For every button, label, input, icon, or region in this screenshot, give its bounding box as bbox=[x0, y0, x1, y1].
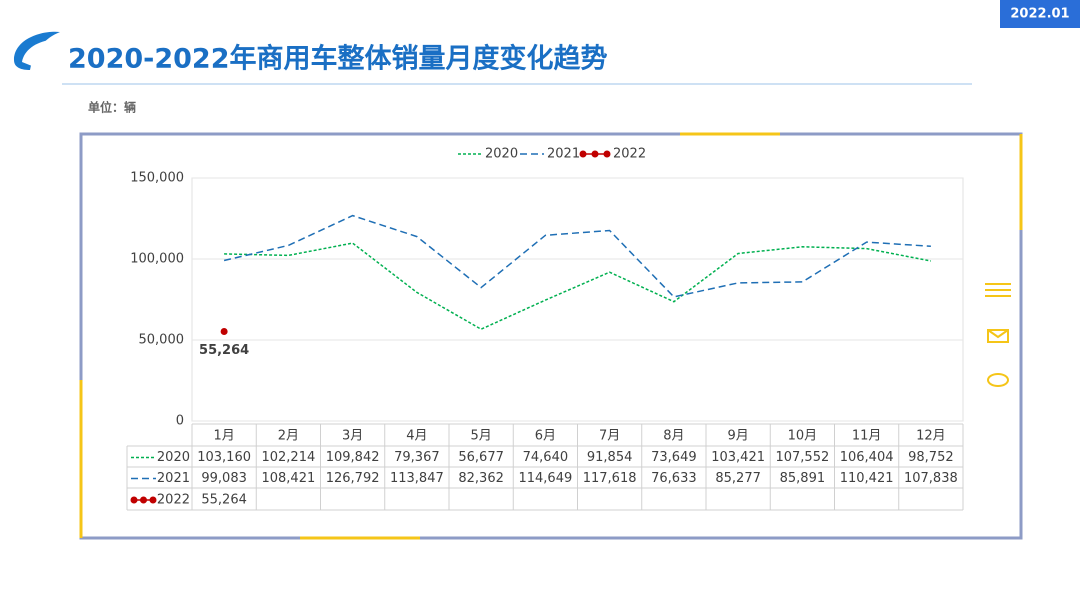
series-line bbox=[223, 214, 931, 298]
table-cell: 85,277 bbox=[715, 471, 761, 486]
legend-label: 2021 bbox=[547, 147, 580, 162]
y-tick-label: 0 bbox=[176, 414, 184, 429]
date-badge bbox=[1000, 0, 1080, 28]
table-cell: 103,160 bbox=[197, 450, 251, 465]
table-cell: 82,362 bbox=[458, 471, 504, 486]
title: 2020-2022年商用车整体销量月度变化趋势 bbox=[68, 43, 608, 75]
table-cell: 103,421 bbox=[711, 450, 765, 465]
table-cell: 99,083 bbox=[201, 471, 247, 486]
x-tick-label: 12月 bbox=[916, 429, 946, 444]
table-cell: 102,214 bbox=[261, 450, 315, 465]
table-legend-dot bbox=[130, 496, 138, 504]
side-icons bbox=[985, 283, 1011, 387]
legend-sample-dot bbox=[579, 150, 587, 158]
series-line bbox=[224, 242, 932, 331]
table-cell: 107,838 bbox=[904, 471, 958, 486]
table-cell: 55,264 bbox=[201, 493, 247, 508]
x-tick-label: 9月 bbox=[727, 429, 748, 444]
point bbox=[220, 327, 228, 335]
table-series-name: 2021 bbox=[157, 471, 190, 486]
x-tick-label: 5月 bbox=[470, 429, 491, 444]
table-cell: 79,367 bbox=[394, 450, 440, 465]
legend-sample-dot bbox=[591, 150, 599, 158]
date-text: 2022.01 bbox=[1010, 7, 1069, 22]
unit: 单位：辆 bbox=[88, 100, 136, 115]
logo-inner bbox=[22, 40, 50, 66]
table-cell: 108,421 bbox=[261, 471, 315, 486]
x-tick-label: 6月 bbox=[535, 429, 556, 444]
x-tick-label: 3月 bbox=[342, 429, 363, 444]
table-cell: 107,552 bbox=[775, 450, 829, 465]
table-cell: 85,891 bbox=[780, 471, 826, 486]
x-tick-label: 10月 bbox=[788, 429, 818, 444]
frame bbox=[79, 132, 1023, 540]
y-tick-label: 150,000 bbox=[130, 171, 184, 186]
table-cell: 110,421 bbox=[840, 471, 894, 486]
table-cell: 56,677 bbox=[458, 450, 504, 465]
legend-label: 2020 bbox=[485, 147, 518, 162]
table-cell: 126,792 bbox=[326, 471, 380, 486]
table-legend-dot bbox=[149, 496, 157, 504]
data-label: 55,264 bbox=[199, 343, 249, 358]
table-cell: 74,640 bbox=[523, 450, 569, 465]
table-cell: 91,854 bbox=[587, 450, 633, 465]
x-tick-label: 11月 bbox=[852, 429, 882, 444]
table-cell: 73,649 bbox=[651, 450, 697, 465]
table-cell: 98,752 bbox=[908, 450, 954, 465]
x-tick-label: 1月 bbox=[213, 429, 234, 444]
y-tick-label: 50,000 bbox=[139, 333, 185, 348]
legend-sample-dot bbox=[603, 150, 611, 158]
table-cell: 76,633 bbox=[651, 471, 697, 486]
x-tick-label: 2月 bbox=[278, 429, 299, 444]
x-tick-label: 4月 bbox=[406, 429, 427, 444]
table-cell: 106,404 bbox=[840, 450, 894, 465]
legend-label: 2022 bbox=[613, 147, 646, 162]
table-series-name: 2020 bbox=[157, 450, 190, 465]
table-cell: 109,842 bbox=[326, 450, 380, 465]
table-series-name: 2022 bbox=[157, 493, 190, 508]
y-tick-label: 100,000 bbox=[130, 252, 184, 267]
table-cell: 114,649 bbox=[518, 471, 572, 486]
table-cell: 113,847 bbox=[390, 471, 444, 486]
x-tick-label: 8月 bbox=[663, 429, 684, 444]
table-cell: 117,618 bbox=[583, 471, 637, 486]
plot-area bbox=[191, 177, 964, 422]
table-legend-dot bbox=[140, 496, 147, 504]
x-tick-label: 7月 bbox=[599, 429, 620, 444]
